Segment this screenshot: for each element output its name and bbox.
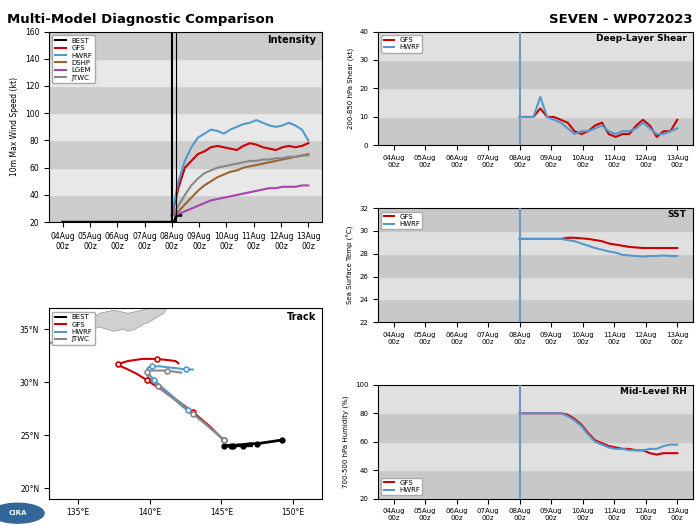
Bar [378,470,693,499]
Bar [378,117,693,145]
Text: SEVEN - WP072023: SEVEN - WP072023 [550,13,693,26]
Legend: GFS, HWRF: GFS, HWRF [382,212,423,229]
Text: SST: SST [668,211,687,219]
Text: CIRA: CIRA [8,510,27,516]
Bar [49,86,322,113]
Polygon shape [13,292,176,372]
Bar [378,254,693,277]
Legend: BEST, GFS, HWRF, JTWC: BEST, GFS, HWRF, JTWC [52,311,95,345]
Text: Intensity: Intensity [267,35,316,45]
Bar [378,385,693,413]
Bar [49,141,322,167]
Polygon shape [0,345,27,366]
Bar [49,32,322,59]
Bar [378,32,693,60]
Bar [49,195,322,222]
Bar [378,442,693,470]
Legend: GFS, HWRF: GFS, HWRF [382,478,423,495]
Text: Multi-Model Diagnostic Comparison: Multi-Model Diagnostic Comparison [7,13,274,26]
Y-axis label: Sea Surface Temp (°C): Sea Surface Temp (°C) [346,226,354,304]
Legend: GFS, HWRF: GFS, HWRF [382,35,423,52]
Y-axis label: 200-850 hPa Shear (kt): 200-850 hPa Shear (kt) [347,48,354,129]
Circle shape [0,503,44,523]
Text: Track: Track [287,312,316,322]
Bar [378,60,693,89]
Y-axis label: 10m Max Wind Speed (kt): 10m Max Wind Speed (kt) [10,77,19,176]
Polygon shape [42,340,71,345]
Bar [49,113,322,141]
Bar [49,167,322,195]
Bar [49,59,322,86]
Bar [378,231,693,254]
Bar [378,277,693,299]
Legend: BEST, GFS, HWRF, DSHP, LGEM, JTWC: BEST, GFS, HWRF, DSHP, LGEM, JTWC [52,35,95,83]
Text: Mid-Level RH: Mid-Level RH [620,387,687,396]
Y-axis label: 700-500 hPa Humidity (%): 700-500 hPa Humidity (%) [343,395,349,488]
Bar [378,299,693,322]
Bar [378,208,693,231]
Text: Deep-Layer Shear: Deep-Layer Shear [596,34,687,43]
Bar [378,89,693,117]
Bar [378,413,693,442]
